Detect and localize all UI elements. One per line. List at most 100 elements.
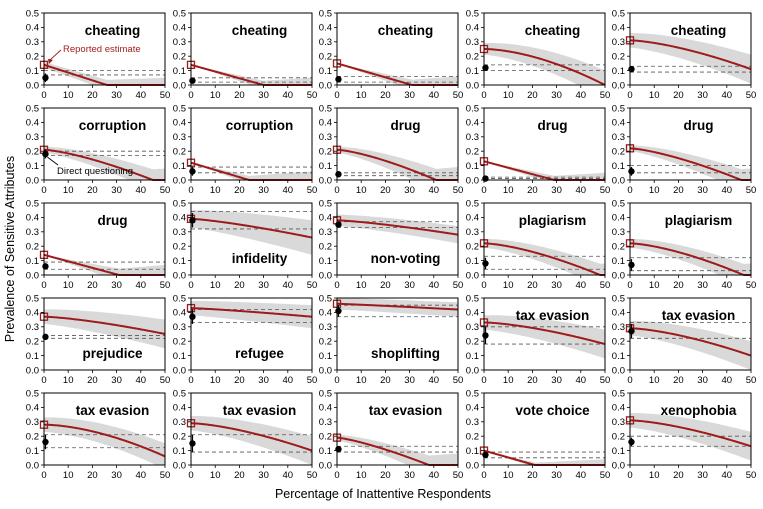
- y-tick-label: 0.1: [319, 256, 332, 267]
- x-tick-label: 30: [111, 280, 122, 291]
- x-tick-label: 0: [41, 185, 46, 196]
- x-tick-label: 30: [551, 90, 562, 101]
- y-tick-label: 0.5: [26, 198, 39, 209]
- x-tick-label: 30: [697, 185, 708, 196]
- x-tick-label: 50: [307, 470, 318, 481]
- direct-questioning-point: [482, 332, 489, 339]
- y-tick-label: 0.2: [612, 147, 625, 158]
- y-tick-label: 0.4: [612, 213, 625, 224]
- y-tick-label: 0.3: [319, 227, 332, 238]
- x-tick-label: 30: [258, 375, 269, 386]
- x-tick-label: 40: [722, 375, 733, 386]
- adjusted-estimate-curve: [190, 422, 313, 452]
- x-tick-label: 0: [41, 90, 46, 101]
- y-tick-label: 0.0: [173, 175, 186, 186]
- y-tick-label: 0.2: [466, 432, 479, 443]
- y-tick-label: 0.1: [26, 446, 39, 457]
- x-tick-label: 20: [673, 90, 684, 101]
- panel-title: refugee: [235, 346, 284, 361]
- x-tick-label: 50: [160, 185, 171, 196]
- y-tick-label: 0.3: [466, 227, 479, 238]
- x-tick-label: 0: [334, 280, 339, 291]
- y-tick-label: 0.0: [26, 80, 39, 91]
- direct-questioning-point: [189, 77, 196, 84]
- panel-title: prejudice: [82, 346, 143, 361]
- uncertainty-band: [191, 416, 312, 465]
- panel-frame: [43, 107, 166, 181]
- panel-frame: [336, 12, 459, 86]
- panel-6: 0.0 0.1 0.2 0.3 0.4 0.5 0 10 20 30 40 50 corruption D…: [26, 103, 171, 196]
- direct-questioning-point: [628, 327, 635, 335]
- panel-16: 0.0 0.1 0.2 0.3 0.4 0.5 0 10 20 30 40 50 prejudice: [26, 293, 171, 386]
- direct-questioning-point: [189, 168, 196, 175]
- x-tick-label: 20: [234, 470, 245, 481]
- x-tick-label: 30: [111, 470, 122, 481]
- x-tick-label: 0: [627, 470, 632, 481]
- x-tick-label: 30: [111, 375, 122, 386]
- y-tick-label: 0.3: [466, 37, 479, 48]
- panel-title: tax evasion: [662, 308, 736, 323]
- y-tick-label: 0.0: [319, 175, 332, 186]
- y-tick-label: 0.2: [466, 242, 479, 253]
- x-tick-label: 40: [429, 185, 440, 196]
- x-tick-label: 0: [334, 375, 339, 386]
- y-tick-label: 0.2: [173, 337, 186, 348]
- x-tick-label: 40: [722, 90, 733, 101]
- x-tick-label: 0: [627, 280, 632, 291]
- x-tick-label: 20: [87, 375, 98, 386]
- x-tick-label: 50: [160, 375, 171, 386]
- x-tick-label: 10: [503, 185, 514, 196]
- panel-19: 0.0 0.1 0.2 0.3 0.4 0.5 0 10 20 30 40 50 tax evasion: [466, 293, 611, 386]
- y-tick-label: 0.0: [612, 175, 625, 186]
- uncertainty-band: [191, 162, 312, 180]
- y-tick-label: 0.5: [466, 388, 479, 399]
- y-tick-label: 0.1: [26, 351, 39, 362]
- y-tick-label: 0.2: [466, 337, 479, 348]
- panel-title: plagiarism: [519, 213, 587, 228]
- panel-22: 0.0 0.1 0.2 0.3 0.4 0.5 0 10 20 30 40 50 tax evasion: [173, 388, 318, 481]
- y-tick-label: 0.2: [612, 337, 625, 348]
- y-tick-label: 0.3: [466, 417, 479, 428]
- x-tick-label: 20: [87, 90, 98, 101]
- x-tick-label: 10: [356, 280, 367, 291]
- x-tick-label: 30: [551, 280, 562, 291]
- y-tick-label: 0.0: [612, 460, 625, 471]
- y-tick-label: 0.5: [466, 8, 479, 19]
- panel-title: cheating: [85, 23, 141, 38]
- x-tick-label: 20: [87, 185, 98, 196]
- x-tick-label: 30: [404, 470, 415, 481]
- y-tick-label: 0.5: [173, 198, 186, 209]
- panel-14: 0.0 0.1 0.2 0.3 0.4 0.5 0 10 20 30 40 50 plagiarism: [466, 198, 611, 291]
- x-tick-label: 0: [627, 90, 632, 101]
- y-tick-label: 0.3: [612, 322, 625, 333]
- y-tick-label: 0.3: [466, 132, 479, 143]
- y-tick-label: 0.4: [466, 118, 479, 129]
- panel-title: infidelity: [232, 251, 288, 266]
- y-tick-label: 0.4: [319, 23, 332, 34]
- y-tick-label: 0.0: [173, 460, 186, 471]
- y-tick-label: 0.3: [612, 227, 625, 238]
- panel-frame: [629, 392, 752, 466]
- x-tick-label: 50: [160, 280, 171, 291]
- y-tick-label: 0.1: [173, 351, 186, 362]
- y-tick-label: 0.1: [26, 256, 39, 267]
- direct-questioning-point: [335, 171, 342, 178]
- y-tick-label: 0.3: [612, 37, 625, 48]
- panel-title: drug: [391, 118, 421, 133]
- y-tick-label: 0.3: [26, 417, 39, 428]
- y-tick-label: 0.5: [612, 198, 625, 209]
- direct-questioning-point: [335, 307, 342, 315]
- uncertainty-band: [191, 300, 312, 329]
- y-tick-label: 0.3: [319, 37, 332, 48]
- y-tick-label: 0.4: [319, 403, 332, 414]
- panel-frame: [336, 107, 459, 181]
- x-tick-label: 50: [746, 185, 757, 196]
- panel-title: tax evasion: [516, 308, 590, 323]
- x-tick-label: 40: [576, 90, 587, 101]
- x-tick-label: 40: [283, 280, 294, 291]
- y-tick-label: 0.5: [319, 198, 332, 209]
- y-tick-label: 0.2: [173, 52, 186, 63]
- y-tick-label: 0.2: [173, 242, 186, 253]
- panel-frame: [336, 202, 459, 276]
- x-tick-label: 10: [210, 185, 221, 196]
